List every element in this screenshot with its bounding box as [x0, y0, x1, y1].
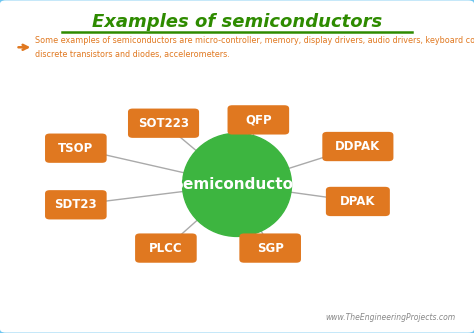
Text: Examples of semiconductors: Examples of semiconductors	[92, 13, 382, 31]
FancyBboxPatch shape	[45, 134, 107, 163]
Text: www.TheEngineeringProjects.com: www.TheEngineeringProjects.com	[325, 313, 455, 322]
FancyBboxPatch shape	[45, 190, 107, 219]
Text: SGP: SGP	[257, 241, 283, 255]
Text: Some examples of semiconductors are micro-controller, memory, display drivers, a: Some examples of semiconductors are micr…	[35, 36, 474, 45]
Text: Semiconductor: Semiconductor	[173, 177, 301, 192]
Text: PLCC: PLCC	[149, 241, 182, 255]
Text: QFP: QFP	[245, 113, 272, 127]
FancyBboxPatch shape	[128, 109, 199, 138]
FancyBboxPatch shape	[322, 132, 393, 161]
Text: SOT223: SOT223	[138, 117, 189, 130]
Ellipse shape	[182, 133, 292, 236]
FancyBboxPatch shape	[326, 187, 390, 216]
Text: DPAK: DPAK	[340, 195, 375, 208]
Text: SDT23: SDT23	[55, 198, 97, 211]
FancyBboxPatch shape	[135, 233, 197, 263]
Text: DDPAK: DDPAK	[335, 140, 381, 153]
FancyBboxPatch shape	[239, 233, 301, 263]
Text: TSOP: TSOP	[58, 142, 93, 155]
Text: discrete transistors and diodes, accelerometers.: discrete transistors and diodes, acceler…	[35, 50, 229, 59]
FancyBboxPatch shape	[228, 105, 289, 135]
